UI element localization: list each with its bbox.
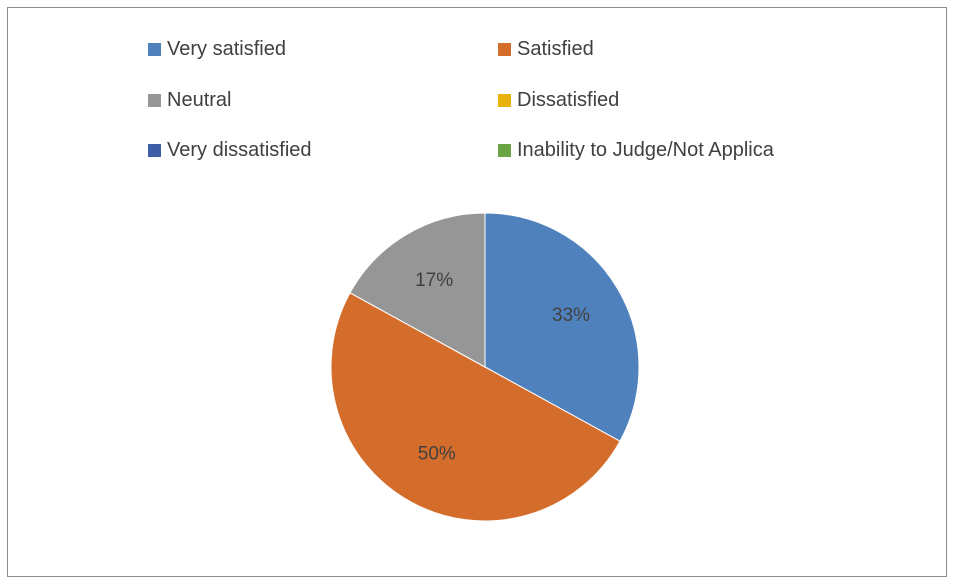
legend-item-very-dissatisfied: Very dissatisfied	[148, 137, 312, 163]
chart-frame: Very satisfied Satisfied Neutral Dissati…	[7, 7, 947, 577]
legend-swatch	[498, 93, 511, 107]
legend-label: Very satisfied	[167, 37, 286, 60]
legend-swatch	[498, 42, 511, 56]
legend-label: Satisfied	[517, 37, 594, 60]
pie-slice-satisfied	[330, 292, 621, 522]
legend-label: Inability to Judge/Not Applica	[517, 138, 774, 161]
legend-swatch	[148, 143, 161, 157]
pie-slice-neutral	[349, 212, 486, 368]
legend-label: Very dissatisfied	[167, 138, 312, 161]
pie-chart: 33% 50% 17%	[330, 212, 640, 522]
slice-data-label: 50%	[418, 444, 456, 465]
legend-item-satisfied: Satisfied	[498, 36, 594, 62]
slice-data-label: 33%	[552, 305, 590, 326]
pie-slice-very-satisfied	[484, 212, 640, 442]
legend-label: Neutral	[167, 88, 232, 111]
legend-swatch	[148, 42, 161, 56]
legend-label: Dissatisfied	[517, 88, 620, 111]
slice-data-label: 17%	[415, 270, 453, 291]
legend-item-inability-to-judge: Inability to Judge/Not Applica	[498, 137, 774, 163]
legend-item-dissatisfied: Dissatisfied	[498, 87, 619, 113]
legend-item-very-satisfied: Very satisfied	[148, 36, 286, 62]
legend-item-neutral: Neutral	[148, 87, 231, 113]
legend-swatch	[498, 143, 511, 157]
chart-legend: Very satisfied Satisfied Neutral Dissati…	[8, 8, 948, 188]
legend-swatch	[148, 93, 161, 107]
